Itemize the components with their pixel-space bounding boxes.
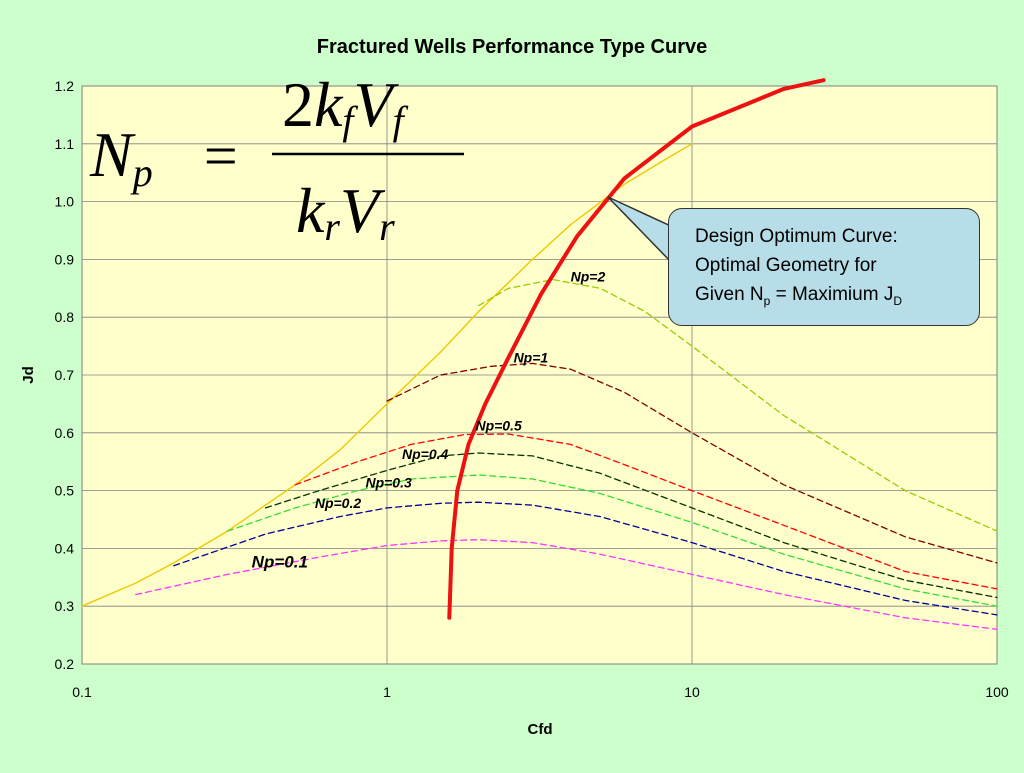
x-axis-label: Cfd — [528, 721, 553, 738]
svg-text:2kfVf: 2kfVf — [282, 69, 409, 143]
y-tick-label: 1.1 — [55, 136, 75, 152]
design-optimum-callout: Design Optimum Curve: Optimal Geometry f… — [668, 208, 980, 326]
y-tick-label: 0.6 — [55, 425, 75, 441]
svg-text:krVr: krVr — [296, 175, 395, 249]
tick-labels: 0.2 0.3 0.4 0.5 0.6 0.7 0.8 0.9 1.0 1.1 1.2 0.1 1 10 1… — [55, 78, 1009, 700]
x-tick-label: 0.1 — [72, 684, 92, 700]
np-0-3-series-line — [226, 474, 998, 607]
formula-den-k-sub: r — [324, 204, 340, 249]
y-tick-label: 0.4 — [55, 540, 75, 556]
curve-label: Np=0.3 — [365, 475, 412, 491]
y-tick-label: 0.2 — [55, 656, 75, 672]
chart-title: Fractured Wells Performance Type Curve — [317, 36, 708, 58]
y-tick-label: 0.8 — [55, 309, 75, 325]
design-optimum-curve-series-line — [447, 78, 826, 620]
curve-label: Np=1 — [514, 349, 549, 365]
formula-lhs: N — [89, 119, 136, 190]
y-tick-label: 1.0 — [55, 194, 75, 210]
x-tick-label: 10 — [684, 684, 700, 700]
curve-labels: Np=0.1 Np=0.2Np=0.3 Np=0.4 Np=0.5 Np=1 Np=2 — [252, 268, 606, 571]
callout-line-2: Optimal Geometry for — [695, 255, 877, 276]
formula-den-v: V — [340, 175, 386, 246]
curve-label: Np=0.1 — [252, 552, 308, 571]
callout-sub-p: p — [763, 293, 771, 308]
y-tick-label: 0.3 — [55, 598, 75, 614]
x-tick-label: 1 — [383, 684, 391, 700]
np-formula: Np = 2kfVf krVr — [89, 69, 464, 249]
curve-label: Np=0.4 — [402, 446, 449, 462]
callout-line-3-mid: = Maximium J — [770, 284, 894, 305]
y-axis-label: Jd — [20, 366, 37, 384]
curve-label: Np=0.2 — [315, 495, 362, 511]
series-group — [81, 78, 998, 630]
callout-sub-d: D — [893, 293, 902, 308]
svg-text:Np: Np — [89, 119, 153, 195]
np-0-5-series-line — [294, 433, 998, 590]
y-tick-label: 1.2 — [55, 78, 75, 94]
np-2-series-line — [478, 278, 998, 532]
formula-den-v-sub: r — [379, 204, 395, 249]
x-tick-label: 100 — [985, 684, 1009, 700]
y-tick-label: 0.9 — [55, 251, 75, 267]
formula-num-k: k — [314, 69, 344, 140]
np-0-2-series-line — [173, 501, 998, 616]
formula-num-v: V — [354, 69, 400, 140]
formula-equals: = — [200, 123, 241, 189]
np-0-1-series-line — [135, 539, 998, 630]
np-1-series-line — [386, 362, 998, 564]
formula-den-k: k — [296, 175, 326, 246]
callout-line-1: Design Optimum Curve: — [695, 226, 898, 247]
y-tick-label: 0.5 — [55, 483, 75, 499]
np-0-4-series-line — [264, 452, 998, 599]
callout-line-3-prefix: Given N — [695, 284, 764, 305]
formula-lhs-sub: p — [130, 150, 153, 195]
formula-num-coef: 2 — [282, 69, 314, 140]
callout-line-3: Given Np = Maximium JD — [695, 280, 979, 316]
curve-label: Np=2 — [571, 268, 606, 284]
y-tick-label: 0.7 — [55, 367, 75, 383]
curve-label: Np=0.5 — [475, 417, 522, 433]
